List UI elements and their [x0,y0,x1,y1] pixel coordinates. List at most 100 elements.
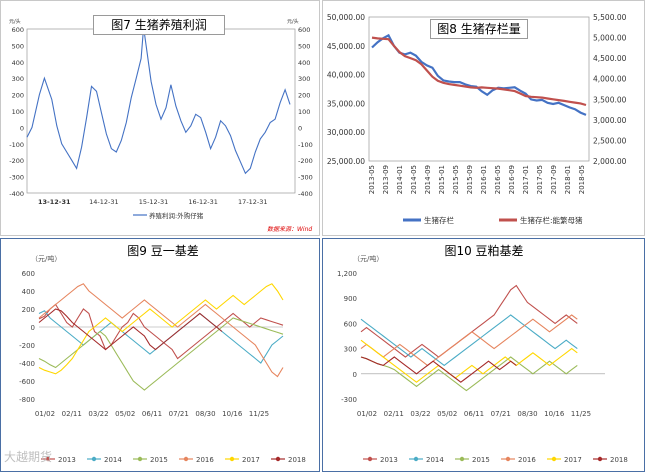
y-tick-label: 200 [22,306,35,314]
chart-title: 图10 豆粕基差 [444,244,524,258]
series-line-2016 [360,314,578,367]
legend-label: 2018 [288,456,306,464]
y-tick-label: 500 [12,42,24,50]
y-tick-label: -600 [19,378,35,386]
legend-marker [597,456,603,462]
y-tick-label: 300 [12,75,24,83]
legend-label: 2013 [380,456,398,464]
series-line-sows [371,36,587,107]
plot-frame [368,16,590,162]
y2-tick-label: 500 [298,42,310,50]
y2-tick-label: 200 [298,92,310,100]
legend-label: 2014 [104,456,122,464]
y2-tick-label: -400 [298,190,313,198]
series-line-2015 [360,356,578,392]
x-tick-label: 2014-09 [424,165,432,194]
legend-label: 2015 [472,456,490,464]
y-tick-label: 300 [344,346,357,354]
x-tick-label: 10/16 [222,410,243,418]
x-tick-label: 2017-01 [522,165,530,194]
y-tick-label: -300 [9,174,24,182]
y-tick-label: 400 [12,59,24,67]
legend-marker [183,456,189,462]
legend-label: 2015 [150,456,168,464]
x-tick-label: 2014-05 [410,165,418,194]
x-tick-label: 06/11 [142,410,162,418]
y2-tick-label: 5,500.00 [593,13,627,22]
y-axis-unit: （元/吨） [353,254,383,263]
series-line-2017 [38,283,284,375]
y-tick-label: 600 [12,26,24,34]
chart-panel-pig-profit: 600 600 500 500 400 400 300 300 200 200 100 100 0 0 -1… [0,0,320,236]
y-tick-label: -200 [9,157,24,165]
y-tick-label: 50,000.00 [327,13,365,22]
legend-label: 2016 [196,456,214,464]
y2-tick-label: 4,000.00 [593,75,627,84]
y-tick-label: -200 [19,342,35,350]
legend-marker [275,456,281,462]
x-tick-label: 02/11 [384,410,404,418]
y2-tick-label: 400 [298,59,310,67]
y2-axis-unit: 元/头 [287,18,299,25]
y-axis-unit: （元/吨） [31,254,61,263]
legend-label: 生猪存栏 [424,215,454,225]
legend-label: 2017 [242,456,260,464]
y-tick-label: 600 [344,320,357,328]
y-tick-label: 400 [22,288,35,296]
legend-marker [45,456,51,462]
x-tick-label: 07/21 [491,410,511,418]
y2-tick-label: -100 [298,141,313,149]
y2-tick-label: 2,000.00 [593,157,627,166]
y-tick-label: 30,000.00 [327,128,365,137]
x-tick-label: 05/02 [115,410,135,418]
x-tick-label: 2013-09 [382,165,390,194]
y-tick-label: 45,000.00 [327,42,365,51]
series-line-pig-profit [26,27,291,175]
legend-label: 2014 [426,456,444,464]
x-tick-label: 2016-09 [508,165,516,194]
y-tick-label: 900 [344,295,357,303]
y-tick-label: 0 [20,124,24,132]
y-tick-label: 25,000.00 [327,157,365,166]
legend-marker [459,456,465,462]
chart-title: 图8 生猪存栏量 [430,19,528,39]
y2-tick-label: 300 [298,75,310,83]
x-tick-label: 2018-05 [578,165,586,194]
x-tick-label: 2013-05 [368,165,376,194]
y2-tick-label: -300 [298,174,313,182]
y2-tick-label: 2,500.00 [593,136,627,145]
y2-tick-label: 600 [298,26,310,34]
x-tick-label: 2017-05 [536,165,544,194]
series-line-2013 [38,303,284,360]
x-tick-label: 08/30 [517,410,537,418]
legend-label: 2018 [610,456,628,464]
y-tick-label: 35,000.00 [327,99,365,108]
y-tick-label: 1,200 [337,270,357,278]
y-tick-label: -300 [341,396,357,404]
y-tick-label: -400 [19,360,35,368]
x-tick-label: 2014-01 [396,165,404,194]
chart-panel-soybean-basis: （元/吨） 600 400 200 0 -200 -400 -600 -800 01/02 02/1… [0,238,320,472]
x-tick-label: 08/30 [195,410,215,418]
x-tick-label: 05/02 [437,410,457,418]
plot-frame [26,28,296,194]
x-tick-label: 06/11 [464,410,484,418]
chart-title: 图7 生猪养殖利润 [93,15,225,35]
chart-title: 图9 豆一基差 [127,244,199,258]
x-tick-label: 11/25 [249,410,269,418]
legend-label: 生猪存栏:能繁母猪 [520,215,583,225]
x-tick-label: 2015-01 [438,165,446,194]
y-tick-label: 0 [353,371,357,379]
x-tick-label: 2015-05 [452,165,460,194]
legend-marker [91,456,97,462]
y2-tick-label: 4,500.00 [593,54,627,63]
legend-marker [367,456,373,462]
x-tick-label: 01/02 [35,410,55,418]
y2-tick-label: 3,500.00 [593,95,627,104]
x-tick-label: 11/25 [571,410,591,418]
chart-svg-pig-profit: 600 600 500 500 400 400 300 300 200 200 100 100 0 0 -1… [9,18,313,233]
x-tick-label: 02/11 [62,410,82,418]
x-tick-label: 17-12-31 [238,198,268,206]
y-tick-label: 200 [12,92,24,100]
legend-marker [505,456,511,462]
